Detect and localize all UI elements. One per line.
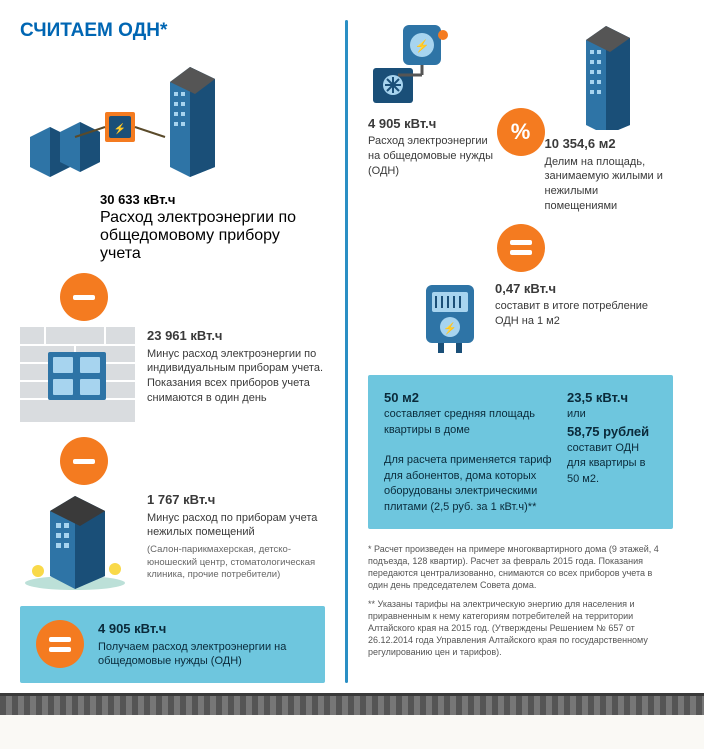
step-1-text: 30 633 кВт.ч Расход электроэнергии по об… (100, 192, 325, 263)
right-b: 10 354,6 м2 Делим на площадь, занимаемую… (545, 20, 674, 214)
left-result-text: 4 905 кВт.ч Получаем расход электроэнерг… (98, 620, 309, 669)
buildings-meter-icon: ⚡ (20, 57, 230, 182)
right-top-row: ⚡ 4 905 кВт.ч Расход электроэнергии на о… (368, 20, 673, 214)
footnotes: * Расчет произведен на примере многоквар… (368, 543, 673, 658)
step-1: ⚡ (20, 57, 325, 182)
equals-op-right (497, 224, 545, 272)
equals-op-left (36, 620, 84, 668)
footer-pattern (0, 693, 704, 715)
svg-text:⚡: ⚡ (415, 39, 430, 53)
percent-op: % (497, 108, 545, 156)
step-2-text: 23 961 кВт.ч Минус расход электроэнергии… (147, 327, 325, 406)
commercial-building-icon (20, 491, 135, 596)
minus-op-2 (60, 437, 108, 485)
svg-text:⚡: ⚡ (443, 322, 457, 335)
main-title: СЧИТАЕМ ОДН* (20, 20, 325, 42)
step-3-text: 1 767 кВт.ч Минус расход по приборам уче… (147, 491, 325, 581)
svg-text:⚡: ⚡ (114, 122, 126, 135)
meter-device-icon: ⚡ (368, 20, 458, 110)
tall-building-icon (574, 20, 644, 130)
calculation-box: 50 м2 составляет средняя площадь квартир… (368, 375, 673, 529)
step-2: 23 961 кВт.ч Минус расход электроэнергии… (20, 327, 325, 427)
column-divider (345, 20, 348, 683)
right-a: ⚡ 4 905 кВт.ч Расход электроэнергии на о… (368, 20, 497, 179)
minus-op-1 (60, 273, 108, 321)
step-3: 1 767 кВт.ч Минус расход по приборам уче… (20, 491, 325, 596)
wall-meters-icon (20, 327, 135, 427)
right-c-text: 0,47 кВт.ч составит в итоге потребление … (495, 280, 673, 329)
left-result-box: 4 905 кВт.ч Получаем расход электроэнерг… (20, 606, 325, 683)
right-c: ⚡ 0,47 кВт.ч составит в итоге потреблени… (418, 280, 673, 360)
single-meter-icon: ⚡ (418, 280, 483, 360)
